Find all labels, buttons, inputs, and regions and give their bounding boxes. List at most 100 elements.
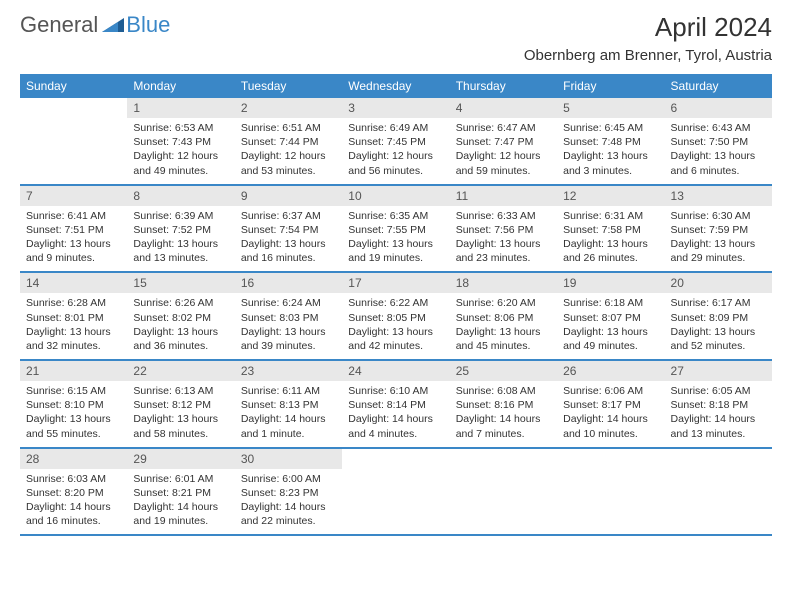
sunset-text: Sunset: 8:09 PM (671, 311, 766, 325)
empty-cell (20, 98, 127, 118)
sunset-text: Sunset: 7:54 PM (241, 223, 336, 237)
logo-text-general: General (20, 12, 98, 38)
week-row: 1Sunrise: 6:53 AMSunset: 7:43 PMDaylight… (20, 98, 772, 186)
day-body: Sunrise: 6:28 AMSunset: 8:01 PMDaylight:… (20, 293, 127, 359)
day-cell: 23Sunrise: 6:11 AMSunset: 8:13 PMDayligh… (235, 361, 342, 447)
day-header: Friday (557, 74, 664, 98)
day-body: Sunrise: 6:31 AMSunset: 7:58 PMDaylight:… (557, 206, 664, 272)
sunrise-text: Sunrise: 6:13 AM (133, 384, 228, 398)
logo-text-blue: Blue (126, 12, 170, 38)
sunset-text: Sunset: 8:10 PM (26, 398, 121, 412)
day-body: Sunrise: 6:24 AMSunset: 8:03 PMDaylight:… (235, 293, 342, 359)
day-header: Saturday (665, 74, 772, 98)
sunset-text: Sunset: 7:50 PM (671, 135, 766, 149)
day-header: Wednesday (342, 74, 449, 98)
empty-cell (557, 449, 664, 469)
day-number: 7 (20, 186, 127, 206)
day-cell: 7Sunrise: 6:41 AMSunset: 7:51 PMDaylight… (20, 186, 127, 272)
day-cell: 26Sunrise: 6:06 AMSunset: 8:17 PMDayligh… (557, 361, 664, 447)
day-body: Sunrise: 6:20 AMSunset: 8:06 PMDaylight:… (450, 293, 557, 359)
day-cell: 19Sunrise: 6:18 AMSunset: 8:07 PMDayligh… (557, 273, 664, 359)
day-cell: 18Sunrise: 6:20 AMSunset: 8:06 PMDayligh… (450, 273, 557, 359)
day-cell: 21Sunrise: 6:15 AMSunset: 8:10 PMDayligh… (20, 361, 127, 447)
day-cell: 13Sunrise: 6:30 AMSunset: 7:59 PMDayligh… (665, 186, 772, 272)
day-body: Sunrise: 6:45 AMSunset: 7:48 PMDaylight:… (557, 118, 664, 184)
daylight-text: Daylight: 13 hours and 55 minutes. (26, 412, 121, 440)
daylight-text: Daylight: 13 hours and 6 minutes. (671, 149, 766, 177)
sunrise-text: Sunrise: 6:39 AM (133, 209, 228, 223)
sunrise-text: Sunrise: 6:20 AM (456, 296, 551, 310)
day-body: Sunrise: 6:26 AMSunset: 8:02 PMDaylight:… (127, 293, 234, 359)
sunrise-text: Sunrise: 6:10 AM (348, 384, 443, 398)
day-body: Sunrise: 6:05 AMSunset: 8:18 PMDaylight:… (665, 381, 772, 447)
day-number: 5 (557, 98, 664, 118)
sunrise-text: Sunrise: 6:45 AM (563, 121, 658, 135)
daylight-text: Daylight: 13 hours and 49 minutes. (563, 325, 658, 353)
day-number: 15 (127, 273, 234, 293)
sunrise-text: Sunrise: 6:15 AM (26, 384, 121, 398)
daylight-text: Daylight: 12 hours and 49 minutes. (133, 149, 228, 177)
daylight-text: Daylight: 12 hours and 59 minutes. (456, 149, 551, 177)
day-cell: 9Sunrise: 6:37 AMSunset: 7:54 PMDaylight… (235, 186, 342, 272)
sunset-text: Sunset: 8:14 PM (348, 398, 443, 412)
day-header: Thursday (450, 74, 557, 98)
day-body: Sunrise: 6:10 AMSunset: 8:14 PMDaylight:… (342, 381, 449, 447)
sunset-text: Sunset: 8:18 PM (671, 398, 766, 412)
day-number: 12 (557, 186, 664, 206)
day-body: Sunrise: 6:03 AMSunset: 8:20 PMDaylight:… (20, 469, 127, 535)
day-number: 23 (235, 361, 342, 381)
sunrise-text: Sunrise: 6:47 AM (456, 121, 551, 135)
day-number: 29 (127, 449, 234, 469)
day-cell: 30Sunrise: 6:00 AMSunset: 8:23 PMDayligh… (235, 449, 342, 535)
sunset-text: Sunset: 7:45 PM (348, 135, 443, 149)
day-number: 2 (235, 98, 342, 118)
day-cell: 25Sunrise: 6:08 AMSunset: 8:16 PMDayligh… (450, 361, 557, 447)
day-number: 24 (342, 361, 449, 381)
sunrise-text: Sunrise: 6:51 AM (241, 121, 336, 135)
day-number: 18 (450, 273, 557, 293)
sunrise-text: Sunrise: 6:28 AM (26, 296, 121, 310)
sunset-text: Sunset: 8:03 PM (241, 311, 336, 325)
daylight-text: Daylight: 12 hours and 53 minutes. (241, 149, 336, 177)
daylight-text: Daylight: 13 hours and 36 minutes. (133, 325, 228, 353)
sunrise-text: Sunrise: 6:01 AM (133, 472, 228, 486)
week-row: 21Sunrise: 6:15 AMSunset: 8:10 PMDayligh… (20, 361, 772, 449)
day-number: 16 (235, 273, 342, 293)
day-body: Sunrise: 6:00 AMSunset: 8:23 PMDaylight:… (235, 469, 342, 535)
sunrise-text: Sunrise: 6:26 AM (133, 296, 228, 310)
day-number: 6 (665, 98, 772, 118)
day-number: 1 (127, 98, 234, 118)
sunrise-text: Sunrise: 6:11 AM (241, 384, 336, 398)
sunrise-text: Sunrise: 6:03 AM (26, 472, 121, 486)
sunrise-text: Sunrise: 6:31 AM (563, 209, 658, 223)
daylight-text: Daylight: 13 hours and 3 minutes. (563, 149, 658, 177)
week-row: 7Sunrise: 6:41 AMSunset: 7:51 PMDaylight… (20, 186, 772, 274)
day-header: Sunday (20, 74, 127, 98)
day-number: 13 (665, 186, 772, 206)
sunset-text: Sunset: 7:51 PM (26, 223, 121, 237)
day-body: Sunrise: 6:15 AMSunset: 8:10 PMDaylight:… (20, 381, 127, 447)
sunrise-text: Sunrise: 6:24 AM (241, 296, 336, 310)
day-body: Sunrise: 6:33 AMSunset: 7:56 PMDaylight:… (450, 206, 557, 272)
day-number: 11 (450, 186, 557, 206)
day-number: 30 (235, 449, 342, 469)
sunrise-text: Sunrise: 6:06 AM (563, 384, 658, 398)
day-cell (450, 449, 557, 535)
day-cell: 29Sunrise: 6:01 AMSunset: 8:21 PMDayligh… (127, 449, 234, 535)
day-header: Tuesday (235, 74, 342, 98)
sunrise-text: Sunrise: 6:05 AM (671, 384, 766, 398)
week-row: 28Sunrise: 6:03 AMSunset: 8:20 PMDayligh… (20, 449, 772, 537)
sunrise-text: Sunrise: 6:18 AM (563, 296, 658, 310)
day-body: Sunrise: 6:22 AMSunset: 8:05 PMDaylight:… (342, 293, 449, 359)
sunset-text: Sunset: 8:21 PM (133, 486, 228, 500)
empty-cell (450, 449, 557, 469)
daylight-text: Daylight: 13 hours and 13 minutes. (133, 237, 228, 265)
day-cell: 14Sunrise: 6:28 AMSunset: 8:01 PMDayligh… (20, 273, 127, 359)
sunrise-text: Sunrise: 6:17 AM (671, 296, 766, 310)
day-number: 19 (557, 273, 664, 293)
day-number: 17 (342, 273, 449, 293)
day-cell: 16Sunrise: 6:24 AMSunset: 8:03 PMDayligh… (235, 273, 342, 359)
daylight-text: Daylight: 14 hours and 1 minute. (241, 412, 336, 440)
day-cell (665, 449, 772, 535)
location-text: Obernberg am Brenner, Tyrol, Austria (524, 47, 772, 64)
